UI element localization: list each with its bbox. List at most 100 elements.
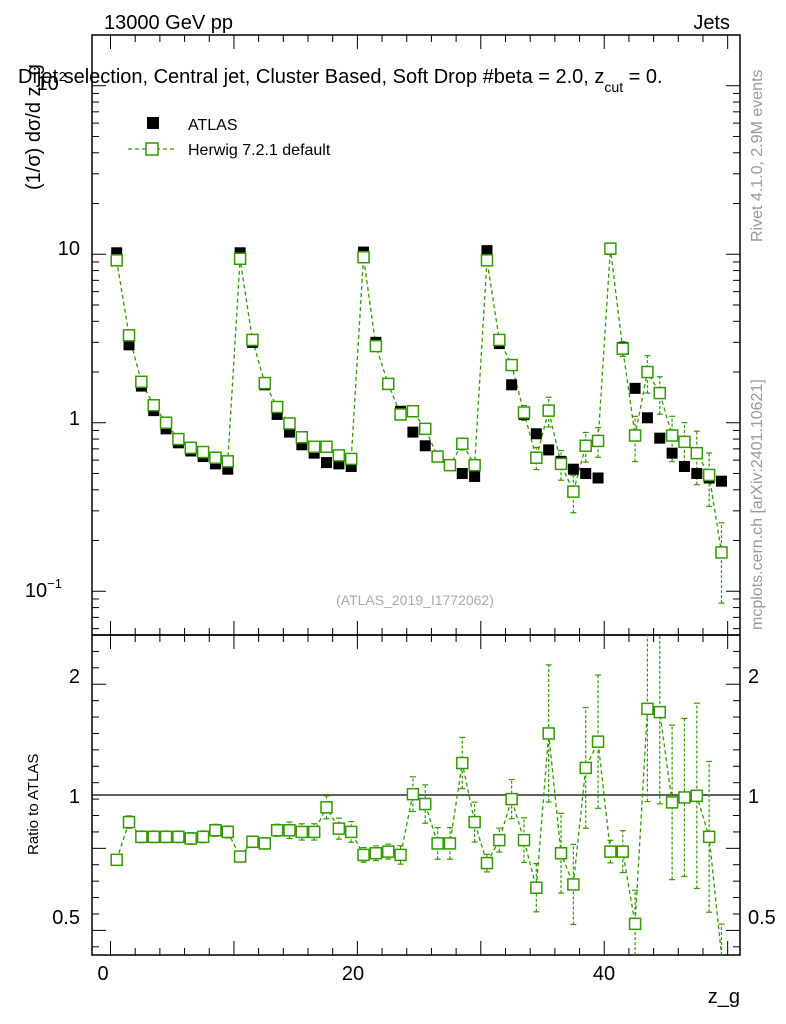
herwig-point <box>221 455 235 468</box>
herwig-point <box>196 445 210 459</box>
herwig-point <box>270 400 284 414</box>
herwig-point <box>135 375 148 389</box>
y-tick-100-base: 10 <box>37 73 59 95</box>
ratio-point <box>554 847 568 860</box>
ratio-tick-label-0p5: 0.5 <box>52 907 80 929</box>
ratio-point <box>517 833 531 847</box>
ratio-point <box>653 705 667 719</box>
ratio-y-axis-title: Ratio to ATLAS <box>25 754 42 855</box>
herwig-point <box>665 429 679 442</box>
y-tick-label-100: 102 <box>37 69 66 95</box>
ratio-point <box>542 727 555 740</box>
ratio-point <box>702 830 716 844</box>
ratio-point <box>147 830 160 844</box>
legend: ATLAS Herwig 7.2.1 default <box>128 117 331 159</box>
main-y-axis-title-text: (1/σ) dσ/d z_g <box>23 64 45 190</box>
y-tick-100-power: 2 <box>59 69 66 84</box>
ratio-point <box>258 837 272 850</box>
ratio-point <box>172 830 185 844</box>
ratio-series-layer <box>110 635 725 956</box>
selection-title-main: Dijet selection, Central jet, Cluster Ba… <box>18 66 604 88</box>
energy-label: 13000 GeV pp <box>104 12 233 34</box>
ratio-point <box>443 837 457 850</box>
legend-herwig-label: Herwig 7.2.1 default <box>188 142 331 159</box>
herwig-point <box>517 406 531 419</box>
atlas-point <box>123 339 135 351</box>
ratio-point <box>307 825 321 839</box>
ratio-point <box>591 735 605 748</box>
ratio-point <box>406 787 420 801</box>
herwig-point <box>332 449 346 462</box>
y-tick-0p1-base: 10 <box>25 580 47 602</box>
x-tick-label-0: 0 <box>97 963 108 985</box>
ratio-point <box>604 845 617 858</box>
herwig-point <box>690 446 704 460</box>
atlas-point <box>345 460 357 472</box>
atlas-point <box>481 245 493 257</box>
x-tick-label-20: 20 <box>342 963 364 985</box>
herwig-point <box>591 434 605 448</box>
analysis-id: (ATLAS_2019_I1772062) <box>336 592 494 608</box>
atlas-point <box>222 463 234 475</box>
herwig-point <box>505 358 518 372</box>
herwig-point <box>246 333 259 347</box>
main-y-axis-title: (1/σ) dσ/d z_g <box>23 64 45 190</box>
atlas-point <box>530 428 542 440</box>
atlas-point <box>308 447 320 459</box>
ratio-point <box>493 833 506 847</box>
ratio-point <box>159 830 173 844</box>
herwig-point <box>147 398 160 412</box>
herwig-point <box>419 422 432 436</box>
herwig-point <box>579 439 592 453</box>
ratio-point <box>641 702 654 716</box>
atlas-point <box>271 408 283 420</box>
ratio-point <box>480 856 494 870</box>
herwig-point <box>702 468 716 482</box>
ratio-tick-label-1-right: 1 <box>748 786 759 808</box>
category-label: Jets <box>693 12 730 34</box>
atlas-point <box>592 472 604 484</box>
atlas-point <box>567 463 579 475</box>
ratio-point <box>233 850 247 863</box>
herwig-point <box>258 376 272 390</box>
atlas-point <box>543 444 555 456</box>
ratio-point <box>665 796 679 809</box>
ratio-point <box>468 815 481 829</box>
ratio-point <box>135 830 148 844</box>
atlas-point <box>321 457 333 469</box>
ratio-point <box>295 825 309 839</box>
herwig-point <box>480 254 494 267</box>
atlas-point <box>469 470 481 482</box>
ratio-tick-label-1: 1 <box>69 786 80 808</box>
y-tick-label-0p1: 10−1 <box>25 576 62 602</box>
herwig-point <box>616 342 629 355</box>
ratio-point <box>678 791 691 804</box>
herwig-point <box>567 485 580 498</box>
ratio-point <box>394 848 407 862</box>
ratio-point <box>431 837 444 850</box>
herwig-point <box>381 377 395 391</box>
ratio-point <box>283 824 296 837</box>
y-tick-label-1: 1 <box>69 408 80 430</box>
herwig-point <box>110 254 123 267</box>
x-axis-title: z_g <box>708 986 740 1008</box>
herwig-point <box>283 417 296 430</box>
ratio-point <box>270 824 284 837</box>
herwig-point <box>443 458 457 472</box>
ratio-point <box>419 797 432 811</box>
atlas-point <box>111 247 123 259</box>
atlas-point <box>407 426 419 438</box>
y-tick-label-10: 10 <box>58 238 80 260</box>
herwig-point <box>122 329 136 342</box>
ratio-point <box>567 878 580 891</box>
atlas-point <box>715 475 727 487</box>
herwig-point <box>307 440 321 454</box>
herwig-point <box>493 333 506 347</box>
herwig-point <box>604 242 617 255</box>
atlas-point <box>506 379 518 391</box>
herwig-point <box>172 432 185 446</box>
legend-atlas-marker <box>147 117 159 129</box>
ratio-point <box>456 756 469 770</box>
atlas-point <box>678 460 690 472</box>
